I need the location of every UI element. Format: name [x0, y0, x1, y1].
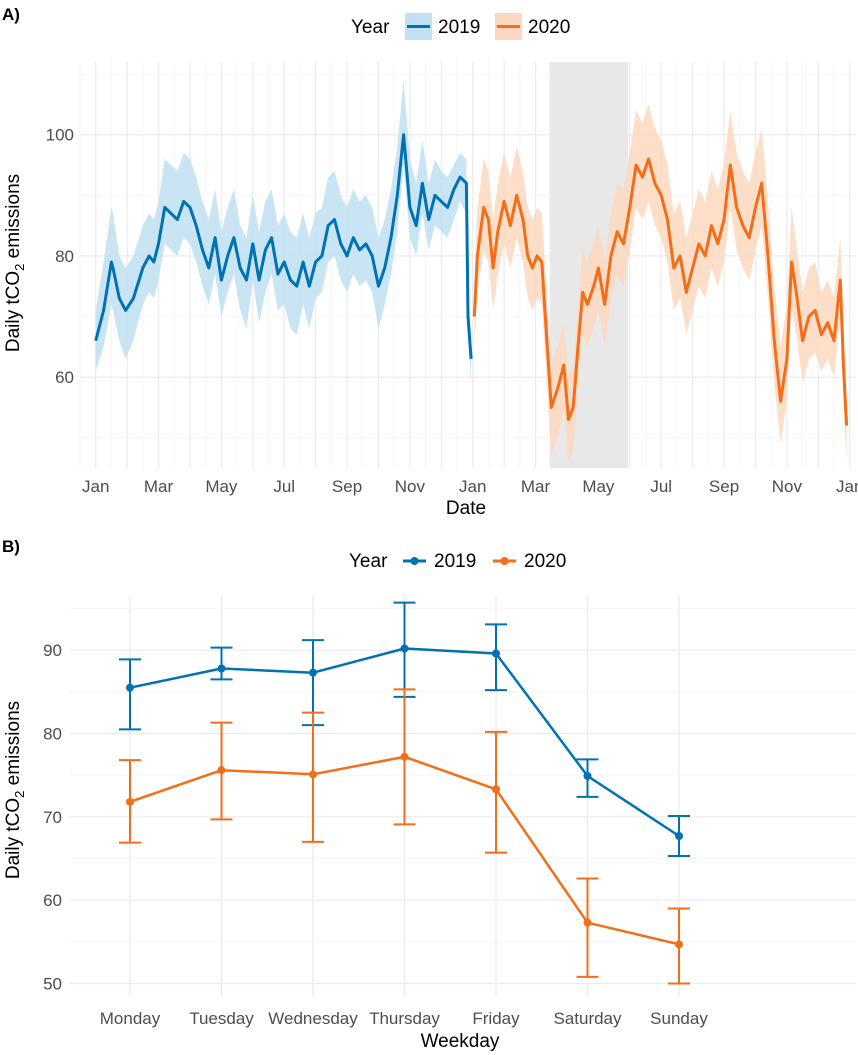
panel-b-point-2020: [217, 766, 226, 775]
panel-b-x-tick-label: Friday: [472, 1009, 520, 1028]
panel-b-x-tick-labels: Monday Tuesday Wednesday Thursday Friday Satu…: [100, 1009, 709, 1028]
panel-a-legend-label-2019: 2019: [438, 17, 480, 38]
panel-b-y-tick-label: 80: [43, 725, 62, 744]
panel-b-error-bar-2019: [210, 646, 233, 681]
panel-a-y-tick-labels: 60 80 100: [46, 126, 74, 387]
panel-a-line-2020: [472, 157, 849, 426]
panel-a-y-axis-title-main: Daily tCO: [3, 271, 24, 352]
panel-b-gridlines: [70, 596, 856, 996]
panel-a-x-tick-label: Jan: [82, 477, 109, 496]
panel-b-y-tick-labels: 50 60 70 80 90: [43, 641, 62, 993]
panel-a-y-axis-title-tail: emissions: [3, 174, 24, 264]
panel-a-band-2019: [95, 80, 472, 384]
panel-b-x-tick-label: Thursday: [369, 1009, 440, 1028]
panel-b: B) Year 2019 2020 50 60 70 80 90 Monday Tuesd…: [2, 537, 856, 1052]
panel-a-y-axis-title-subscript: 2: [12, 264, 27, 271]
panel-a-x-tick-label: Jan: [836, 477, 858, 496]
panel-b-error-bar-2019: [119, 658, 141, 731]
panel-b-x-tick-label: Tuesday: [189, 1009, 254, 1028]
panel-b-legend-title: Year: [349, 551, 388, 572]
panel-b-legend-label-2019: 2019: [434, 551, 476, 572]
panel-a-y-tick-label: 100: [46, 126, 74, 145]
panel-b-point-2020: [126, 797, 134, 806]
panel-a-x-tick-label: Nov: [772, 477, 803, 496]
panel-b-legend-key-2020: [493, 557, 516, 565]
panel-a-x-tick-labels: Jan Mar May Jul Sep Nov Jan Mar May Jul Sep Nov Jan: [82, 477, 858, 496]
panel-a-x-tick-label: Jul: [650, 477, 672, 496]
panel-b-y-tick-label: 60: [43, 891, 62, 910]
panel-a: A) Year 2019 2020 60 80 100 Jan Mar May Jul Se…: [2, 5, 858, 519]
panel-a-y-tick-label: 80: [55, 247, 74, 266]
panel-a-band-2020: [474, 104, 847, 462]
panel-b-x-tick-label: Saturday: [553, 1009, 622, 1028]
panel-b-point-2020: [675, 940, 683, 949]
panel-b-y-tick-label: 90: [43, 641, 62, 660]
panel-b-legend: Year 2019 2020: [349, 551, 566, 572]
panel-b-x-tick-label: Wednesday: [268, 1009, 358, 1028]
panel-b-x-tick-label: Sunday: [650, 1009, 708, 1028]
panel-a-line-2019: [94, 133, 473, 360]
panel-a-legend-label-2020: 2020: [528, 17, 570, 38]
panel-a-y-tick-label: 60: [55, 368, 74, 387]
panel-b-point-2019: [126, 683, 134, 692]
panel-b-point-2020: [309, 770, 317, 779]
panel-b-point-2019: [675, 832, 683, 840]
panel-b-y-tick-label: 50: [43, 975, 62, 994]
panel-b-point-2019: [217, 664, 226, 673]
panel-b-legend-label-2020: 2020: [524, 551, 566, 572]
panel-a-legend: Year 2019 2020: [351, 13, 570, 40]
panel-a-legend-title: Year: [351, 17, 390, 38]
panel-b-y-axis-title-tail: emissions: [3, 701, 24, 791]
panel-a-x-tick-label: Sep: [709, 477, 739, 496]
panel-a-x-tick-label: Nov: [395, 477, 426, 496]
panel-a-legend-key-2019: [405, 13, 432, 40]
panel-a-confidence-bands: [95, 80, 847, 462]
panel-a-x-tick-label: Jul: [273, 477, 295, 496]
panel-b-x-axis-title: Weekday: [421, 1031, 500, 1052]
panel-a-label: A): [2, 5, 20, 24]
panel-a-legend-key-2020: [495, 13, 522, 40]
panel-b-y-axis-title-main: Daily tCO: [3, 798, 24, 879]
panel-b-point-2019: [309, 668, 317, 677]
panel-b-y-axis-title-subscript: 2: [12, 791, 27, 798]
panel-b-y-axis-title: Daily tCO2 emissions: [3, 701, 27, 879]
panel-a-x-tick-label: Jan: [459, 477, 486, 496]
panel-b-point-2020: [583, 918, 592, 927]
panel-b-x-tick-label: Monday: [100, 1009, 161, 1028]
panel-b-point-2019: [400, 644, 409, 653]
panel-a-x-tick-label: May: [582, 477, 615, 496]
panel-a-y-axis-title: Daily tCO2 emissions: [3, 174, 27, 352]
panel-a-x-tick-label: Sep: [332, 477, 362, 496]
panel-b-legend-swatch-point-2020: [500, 557, 509, 565]
panel-a-x-tick-label: Mar: [521, 477, 551, 496]
panel-b-legend-swatch-point-2019: [410, 557, 419, 565]
panel-a-series-lines: [94, 133, 849, 426]
panel-b-point-2019: [583, 772, 592, 780]
panel-b-label: B): [2, 537, 20, 556]
panel-b-y-tick-label: 70: [43, 808, 62, 827]
panel-a-x-axis-title: Date: [446, 498, 486, 519]
panel-b-points: [126, 644, 683, 949]
panel-a-x-tick-label: Mar: [144, 477, 174, 496]
panel-b-legend-key-2019: [403, 557, 426, 565]
panel-b-error-bar-2020: [576, 877, 599, 978]
panel-b-point-2020: [400, 752, 409, 761]
panel-b-point-2019: [492, 649, 500, 658]
panel-a-x-tick-label: May: [205, 477, 238, 496]
panel-b-point-2020: [492, 785, 500, 794]
